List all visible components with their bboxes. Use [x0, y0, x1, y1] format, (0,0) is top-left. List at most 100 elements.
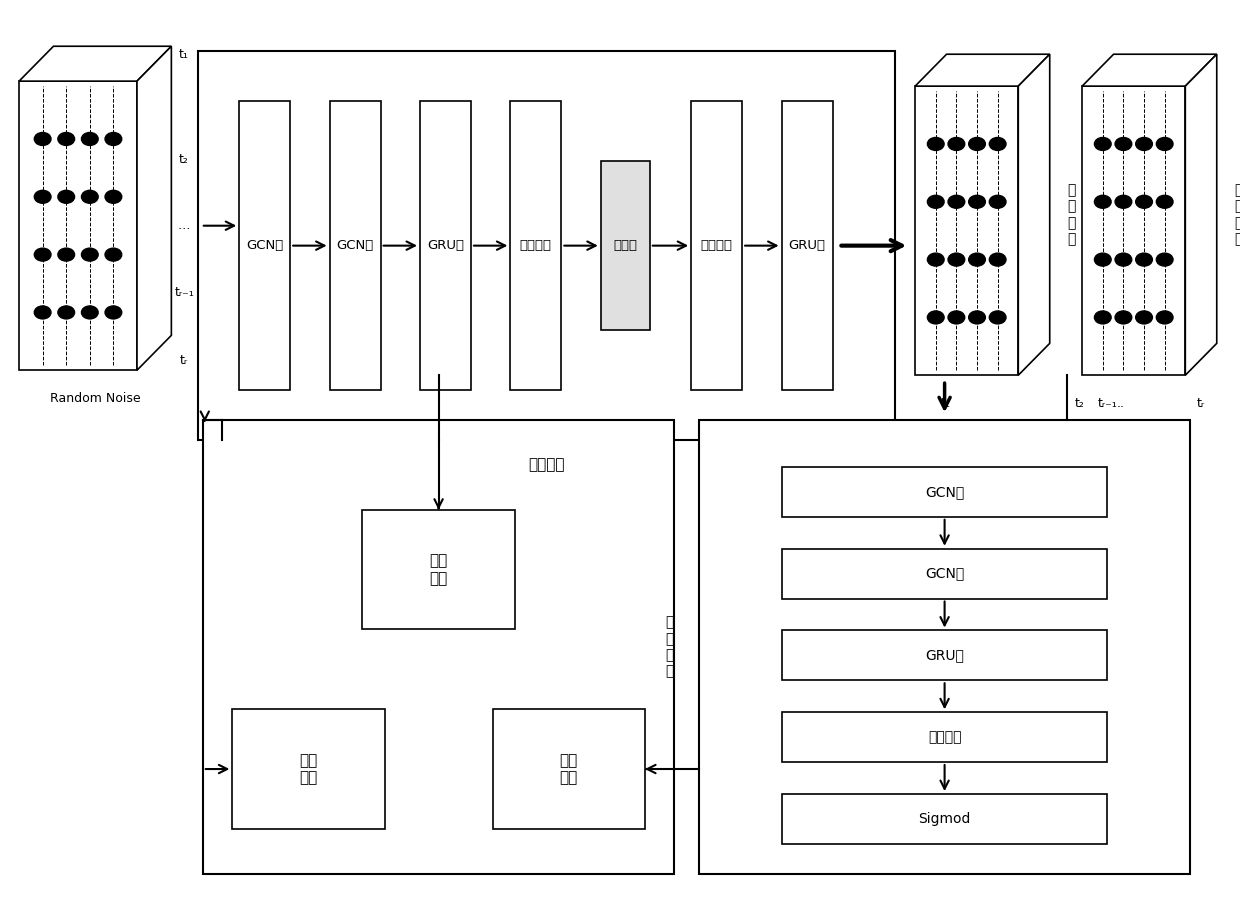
Ellipse shape: [928, 196, 944, 208]
Bar: [511, 101, 562, 390]
Polygon shape: [1185, 55, 1216, 375]
Ellipse shape: [82, 306, 98, 318]
Text: t₂: t₂: [1074, 397, 1084, 410]
Ellipse shape: [949, 196, 965, 208]
Text: GCN层: GCN层: [925, 567, 965, 581]
Text: tᵣ: tᵣ: [1197, 397, 1205, 410]
Bar: [782, 631, 1107, 681]
Text: GRU层: GRU层: [427, 239, 464, 252]
Text: 全连接层: 全连接层: [928, 730, 961, 744]
Ellipse shape: [990, 137, 1006, 150]
Ellipse shape: [58, 306, 74, 318]
Bar: [691, 101, 743, 390]
Ellipse shape: [58, 133, 74, 146]
Ellipse shape: [990, 196, 1006, 208]
Text: 生成
损失: 生成 损失: [299, 753, 317, 785]
Bar: [782, 794, 1107, 844]
Polygon shape: [1083, 86, 1185, 375]
Bar: [239, 101, 290, 390]
Bar: [362, 510, 515, 630]
Text: tᵣ₋₁: tᵣ₋₁: [175, 286, 193, 298]
Ellipse shape: [1095, 311, 1111, 324]
Text: GCN层: GCN层: [925, 485, 965, 499]
Ellipse shape: [1136, 311, 1152, 324]
Ellipse shape: [928, 311, 944, 324]
Text: GCN层: GCN层: [246, 239, 283, 252]
Ellipse shape: [82, 190, 98, 203]
Ellipse shape: [35, 306, 51, 318]
Ellipse shape: [1157, 253, 1173, 266]
Text: t₁: t₁: [941, 397, 951, 410]
Text: Sigmod: Sigmod: [919, 812, 971, 826]
Ellipse shape: [1136, 253, 1152, 266]
Ellipse shape: [35, 133, 51, 146]
Ellipse shape: [35, 248, 51, 261]
Ellipse shape: [968, 253, 986, 266]
Ellipse shape: [1157, 196, 1173, 208]
Ellipse shape: [990, 311, 1006, 324]
Text: ..: ..: [1116, 397, 1125, 410]
Bar: [420, 101, 471, 390]
Ellipse shape: [1115, 196, 1132, 208]
Ellipse shape: [928, 137, 944, 150]
Polygon shape: [1083, 55, 1216, 86]
Text: t₂: t₂: [180, 153, 188, 166]
Text: 全连接层: 全连接层: [701, 239, 733, 252]
Ellipse shape: [58, 248, 74, 261]
Ellipse shape: [1095, 137, 1111, 150]
Text: 全连接层: 全连接层: [520, 239, 552, 252]
Ellipse shape: [990, 253, 1006, 266]
Polygon shape: [915, 86, 1018, 375]
Text: Random Noise: Random Noise: [50, 391, 140, 405]
Text: 判
别
网
络: 判 别 网 络: [666, 615, 673, 678]
Ellipse shape: [1115, 311, 1132, 324]
Text: tᵣ: tᵣ: [180, 354, 188, 367]
Bar: [203, 420, 675, 874]
Text: tᵣ₋₁: tᵣ₋₁: [1099, 397, 1117, 410]
Text: …: …: [177, 219, 191, 232]
Polygon shape: [915, 55, 1050, 86]
Polygon shape: [19, 46, 171, 81]
Bar: [782, 549, 1107, 599]
Polygon shape: [136, 46, 171, 370]
Ellipse shape: [1136, 137, 1152, 150]
Ellipse shape: [1115, 253, 1132, 266]
Ellipse shape: [105, 190, 122, 203]
Ellipse shape: [928, 253, 944, 266]
Ellipse shape: [949, 253, 965, 266]
Text: 重建
损失: 重建 损失: [429, 553, 448, 586]
Polygon shape: [1018, 55, 1050, 375]
Text: GRU层: GRU层: [925, 649, 963, 662]
Ellipse shape: [949, 137, 965, 150]
Ellipse shape: [968, 196, 986, 208]
Ellipse shape: [968, 311, 986, 324]
Bar: [492, 709, 645, 829]
Text: 判别
损失: 判别 损失: [559, 753, 578, 785]
Bar: [699, 420, 1190, 874]
Ellipse shape: [82, 133, 98, 146]
Bar: [781, 101, 832, 390]
Text: t₁: t₁: [180, 47, 188, 61]
Ellipse shape: [968, 137, 986, 150]
Ellipse shape: [1157, 311, 1173, 324]
Ellipse shape: [35, 190, 51, 203]
Text: 生成网络: 生成网络: [528, 458, 565, 472]
Text: GCN层: GCN层: [336, 239, 373, 252]
Text: GRU层: GRU层: [789, 239, 826, 252]
Bar: [782, 713, 1107, 762]
Bar: [232, 709, 384, 829]
Ellipse shape: [949, 311, 965, 324]
Bar: [782, 467, 1107, 517]
Ellipse shape: [1095, 196, 1111, 208]
Bar: [198, 51, 895, 440]
Text: 重
建
样
本: 重 建 样 本: [1068, 184, 1075, 246]
Ellipse shape: [105, 248, 122, 261]
Ellipse shape: [1157, 137, 1173, 150]
Ellipse shape: [1115, 137, 1132, 150]
Ellipse shape: [105, 306, 122, 318]
Bar: [600, 161, 650, 330]
Polygon shape: [19, 81, 136, 370]
Ellipse shape: [1136, 196, 1152, 208]
Text: 真
实
样
本: 真 实 样 本: [1234, 184, 1240, 246]
Ellipse shape: [58, 190, 74, 203]
